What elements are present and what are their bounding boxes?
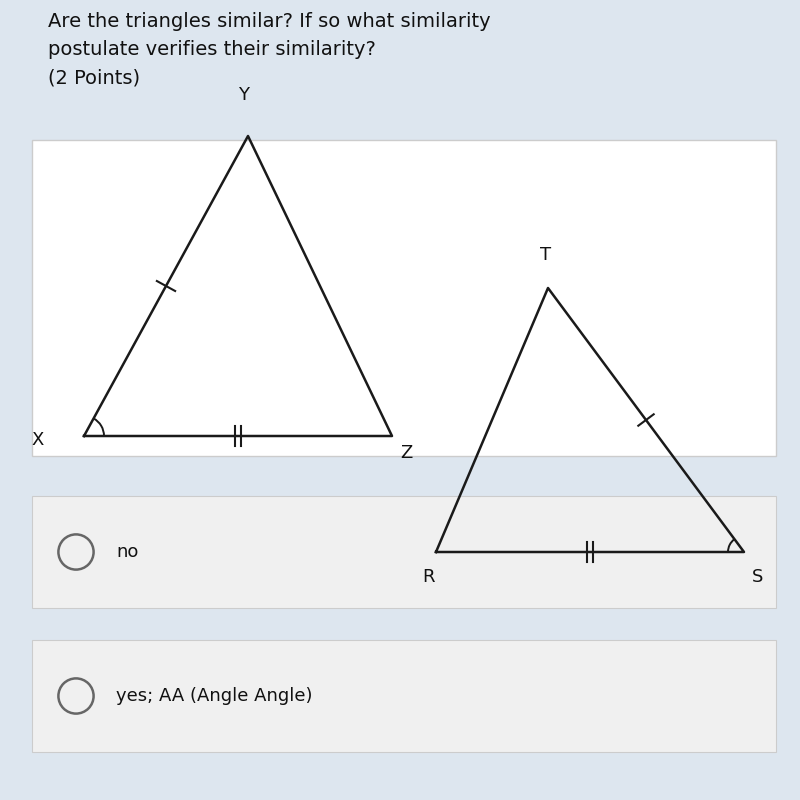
Bar [32, 640, 776, 752]
Text: yes; AA (Angle Angle): yes; AA (Angle Angle) [116, 687, 313, 705]
Text: no: no [116, 543, 138, 561]
Text: S: S [752, 568, 763, 586]
Text: T: T [540, 246, 551, 264]
Text: Are the triangles similar? If so what similarity
postulate verifies their simila: Are the triangles similar? If so what si… [48, 12, 490, 87]
Text: Y: Y [238, 86, 250, 104]
Text: R: R [422, 568, 434, 586]
Bar [32, 140, 776, 456]
Text: Z: Z [400, 444, 412, 462]
Text: X: X [32, 431, 44, 449]
Bar [0, 0, 800, 140]
Bar [32, 496, 776, 608]
